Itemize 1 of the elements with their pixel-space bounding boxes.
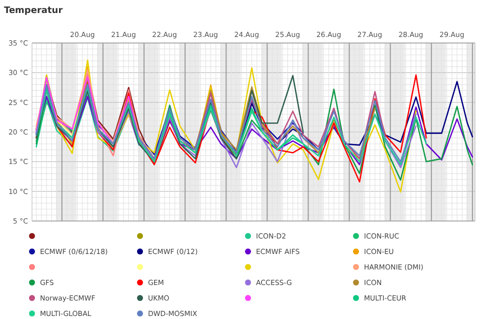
chart-title: Temperatur xyxy=(4,6,64,16)
